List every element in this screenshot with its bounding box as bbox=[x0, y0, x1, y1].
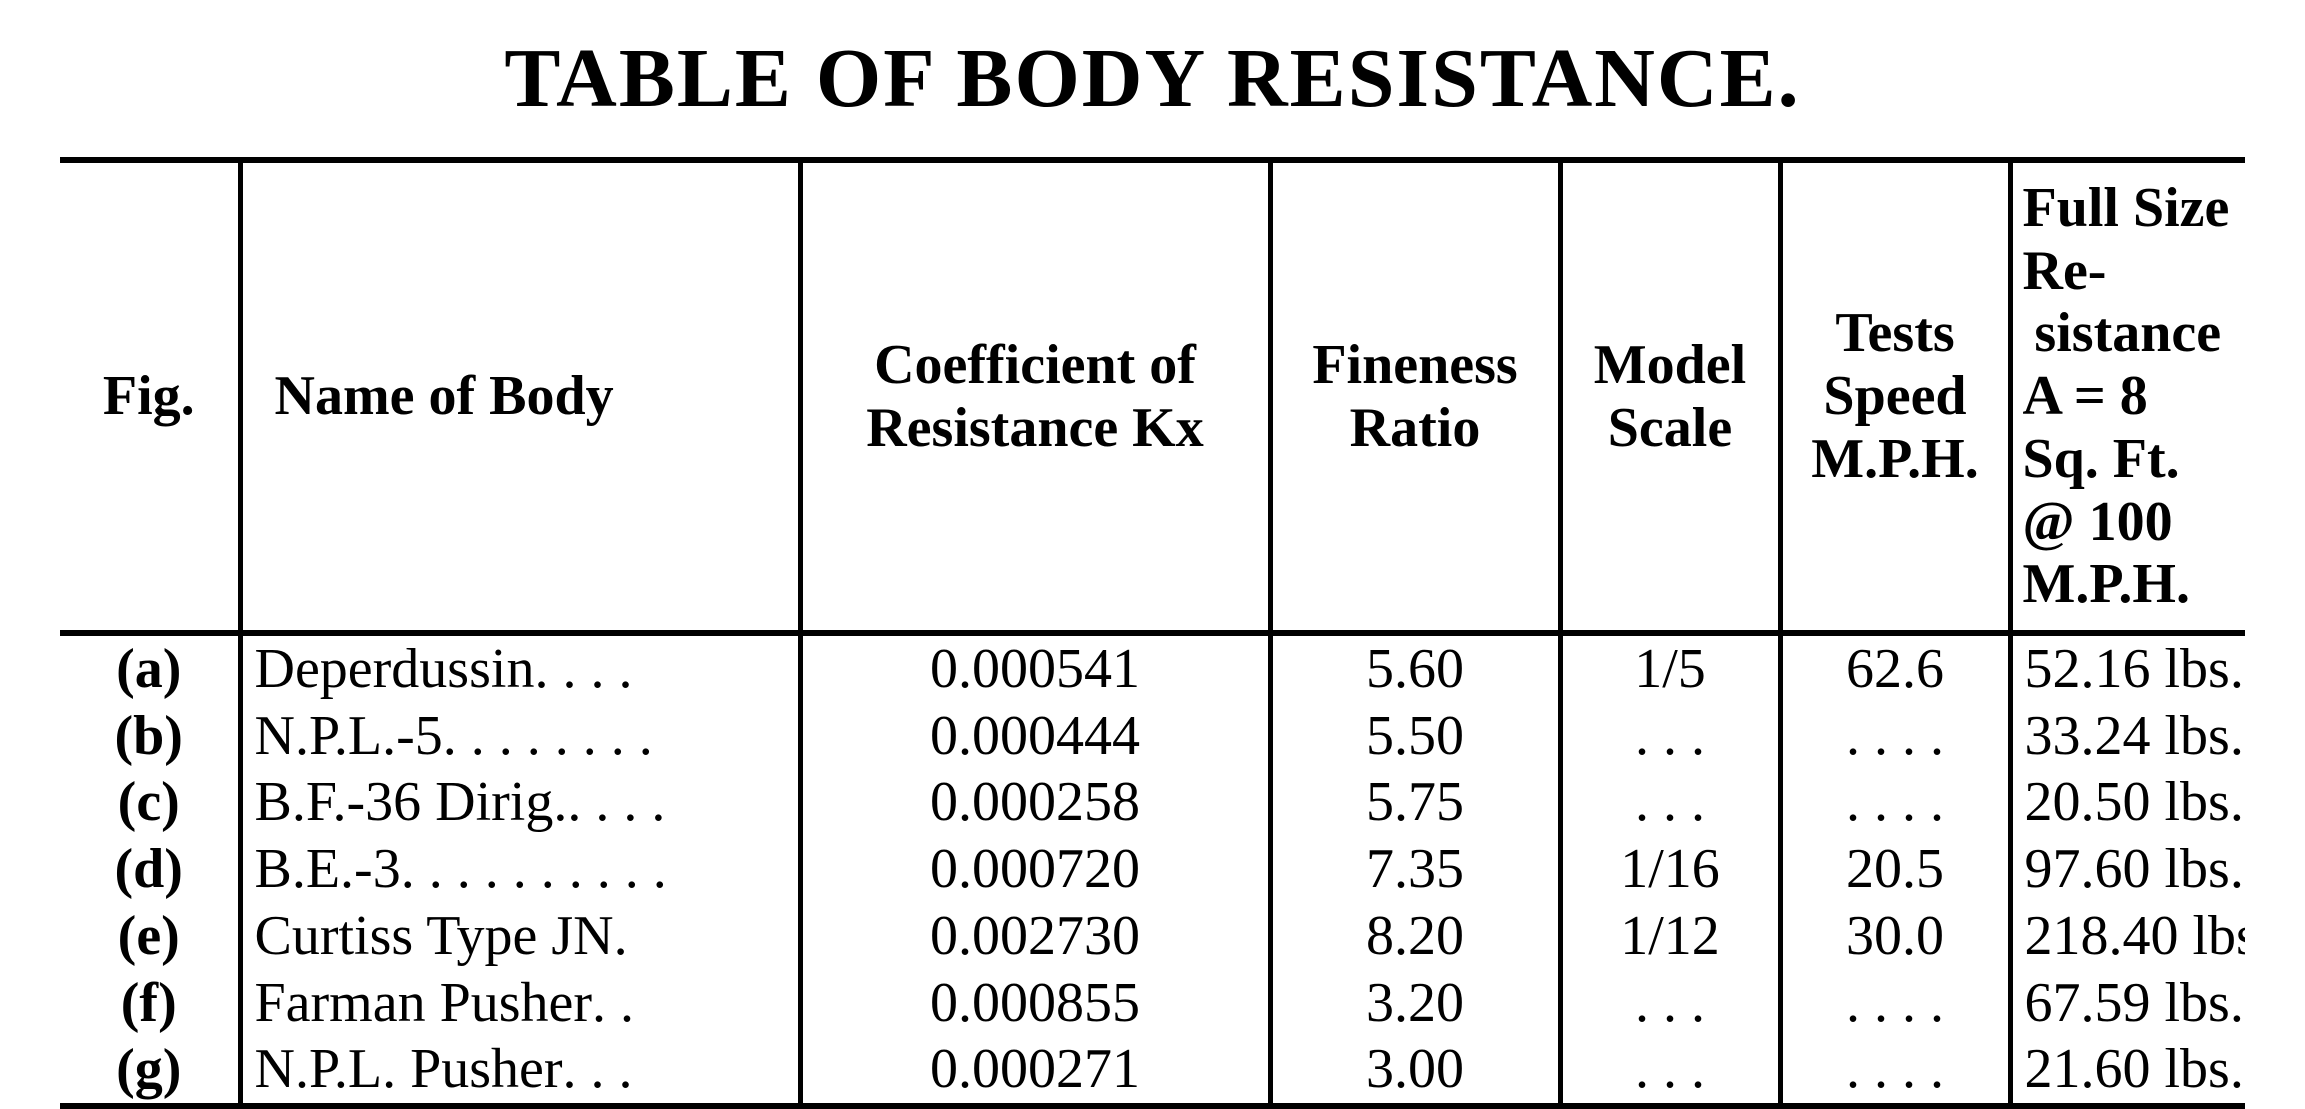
cell-scale: . . . bbox=[1560, 703, 1780, 770]
body-name: Curtiss Type JN bbox=[255, 905, 614, 967]
cell-fig: (f) bbox=[60, 970, 240, 1037]
cell-kx: 0.002730 bbox=[800, 903, 1270, 970]
body-resistance-table: Fig. Name of Body Coefficient of Resista… bbox=[60, 157, 2245, 1109]
cell-name: B.E.-3 . . . . . . . . . . bbox=[240, 836, 800, 903]
body-name: Deperdussin bbox=[255, 638, 535, 700]
cell-speed: . . . . bbox=[1780, 1036, 2010, 1106]
cell-kx: 0.000258 bbox=[800, 769, 1270, 836]
table-row: (e)Curtiss Type JN.0.0027308.201/1230.02… bbox=[60, 903, 2245, 970]
cell-kx: 0.000271 bbox=[800, 1036, 1270, 1106]
cell-resist: 33.24 lbs. bbox=[2010, 703, 2245, 770]
table-body: (a)Deperdussin . . . .0.0005415.601/562.… bbox=[60, 633, 2245, 1106]
cell-speed: . . . . bbox=[1780, 703, 2010, 770]
body-name: Farman Pusher bbox=[255, 972, 593, 1034]
cell-scale: 1/5 bbox=[1560, 633, 1780, 703]
cell-fineness: 5.50 bbox=[1270, 703, 1560, 770]
cell-name: Farman Pusher. . bbox=[240, 970, 800, 1037]
cell-resist: 218.40 lbs. bbox=[2010, 903, 2245, 970]
cell-resist: 20.50 lbs. bbox=[2010, 769, 2245, 836]
cell-fig: (e) bbox=[60, 903, 240, 970]
leader-dots: . bbox=[614, 905, 628, 968]
cell-resist: 97.60 lbs. bbox=[2010, 836, 2245, 903]
table-title: TABLE OF BODY RESISTANCE. bbox=[60, 30, 2245, 127]
cell-fineness: 5.75 bbox=[1270, 769, 1560, 836]
cell-scale: 1/12 bbox=[1560, 903, 1780, 970]
cell-name: B.F.-36 Dirig.. . . . bbox=[240, 769, 800, 836]
page: TABLE OF BODY RESISTANCE. Fig. Name of B… bbox=[0, 0, 2305, 841]
col-resistance: Full Size Re- sistance A = 8 Sq. Ft. @ 1… bbox=[2010, 160, 2245, 633]
cell-scale: . . . bbox=[1560, 1036, 1780, 1106]
cell-name: Curtiss Type JN. bbox=[240, 903, 800, 970]
leader-dots: . . . bbox=[563, 1038, 633, 1101]
table-row: (a)Deperdussin . . . .0.0005415.601/562.… bbox=[60, 633, 2245, 703]
cell-fineness: 5.60 bbox=[1270, 633, 1560, 703]
cell-fig: (d) bbox=[60, 836, 240, 903]
cell-scale: . . . bbox=[1560, 970, 1780, 1037]
col-resistance-line1: Full Size Re- bbox=[2023, 177, 2234, 302]
cell-scale: . . . bbox=[1560, 769, 1780, 836]
cell-scale: 1/16 bbox=[1560, 836, 1780, 903]
cell-kx: 0.000541 bbox=[800, 633, 1270, 703]
cell-kx: 0.000855 bbox=[800, 970, 1270, 1037]
table-row: (c)B.F.-36 Dirig.. . . .0.0002585.75. . … bbox=[60, 769, 2245, 836]
body-name: B.E.-3 bbox=[255, 838, 401, 900]
table-row: (g)N.P.L. Pusher. . .0.0002713.00. . .. … bbox=[60, 1036, 2245, 1106]
body-name: B.F.-36 Dirig. bbox=[255, 771, 568, 833]
col-speed: Tests Speed M.P.H. bbox=[1780, 160, 2010, 633]
cell-fig: (b) bbox=[60, 703, 240, 770]
col-fig: Fig. bbox=[60, 160, 240, 633]
cell-name: N.P.L. Pusher. . . bbox=[240, 1036, 800, 1106]
cell-fineness: 3.00 bbox=[1270, 1036, 1560, 1106]
cell-resist: 52.16 lbs. bbox=[2010, 633, 2245, 703]
leader-dots: . . . . . . . . bbox=[443, 705, 653, 768]
cell-fineness: 3.20 bbox=[1270, 970, 1560, 1037]
cell-kx: 0.000444 bbox=[800, 703, 1270, 770]
cell-speed: . . . . bbox=[1780, 970, 2010, 1037]
leader-dots: . . bbox=[592, 972, 634, 1035]
leader-dots: . . . . . . . . . . bbox=[401, 838, 667, 901]
col-resistance-line4: @ 100 M.P.H. bbox=[2023, 491, 2234, 616]
cell-name: Deperdussin . . . . bbox=[240, 633, 800, 703]
col-resistance-line2: sistance bbox=[2023, 302, 2234, 365]
leader-dots: . . . . bbox=[567, 771, 665, 834]
table-header: Fig. Name of Body Coefficient of Resista… bbox=[60, 160, 2245, 633]
col-fineness: Fineness Ratio bbox=[1270, 160, 1560, 633]
col-resistance-line3: A = 8 Sq. Ft. bbox=[2023, 365, 2234, 490]
cell-speed: . . . . bbox=[1780, 769, 2010, 836]
cell-fineness: 7.35 bbox=[1270, 836, 1560, 903]
cell-speed: 62.6 bbox=[1780, 633, 2010, 703]
leader-dots: . . . . bbox=[534, 638, 632, 701]
cell-fig: (c) bbox=[60, 769, 240, 836]
table-row: (b)N.P.L.-5 . . . . . . . .0.0004445.50.… bbox=[60, 703, 2245, 770]
body-name: N.P.L. Pusher bbox=[255, 1038, 563, 1100]
cell-speed: 20.5 bbox=[1780, 836, 2010, 903]
cell-fig: (g) bbox=[60, 1036, 240, 1106]
table-row: (d)B.E.-3 . . . . . . . . . .0.0007207.3… bbox=[60, 836, 2245, 903]
col-name: Name of Body bbox=[240, 160, 800, 633]
body-name: N.P.L.-5 bbox=[255, 705, 443, 767]
cell-kx: 0.000720 bbox=[800, 836, 1270, 903]
cell-resist: 67.59 lbs. bbox=[2010, 970, 2245, 1037]
table-row: (f)Farman Pusher. .0.0008553.20. . .. . … bbox=[60, 970, 2245, 1037]
col-scale: Model Scale bbox=[1560, 160, 1780, 633]
cell-resist: 21.60 lbs. bbox=[2010, 1036, 2245, 1106]
cell-speed: 30.0 bbox=[1780, 903, 2010, 970]
col-kx: Coefficient of Resistance Kx bbox=[800, 160, 1270, 633]
cell-name: N.P.L.-5 . . . . . . . . bbox=[240, 703, 800, 770]
cell-fineness: 8.20 bbox=[1270, 903, 1560, 970]
cell-fig: (a) bbox=[60, 633, 240, 703]
